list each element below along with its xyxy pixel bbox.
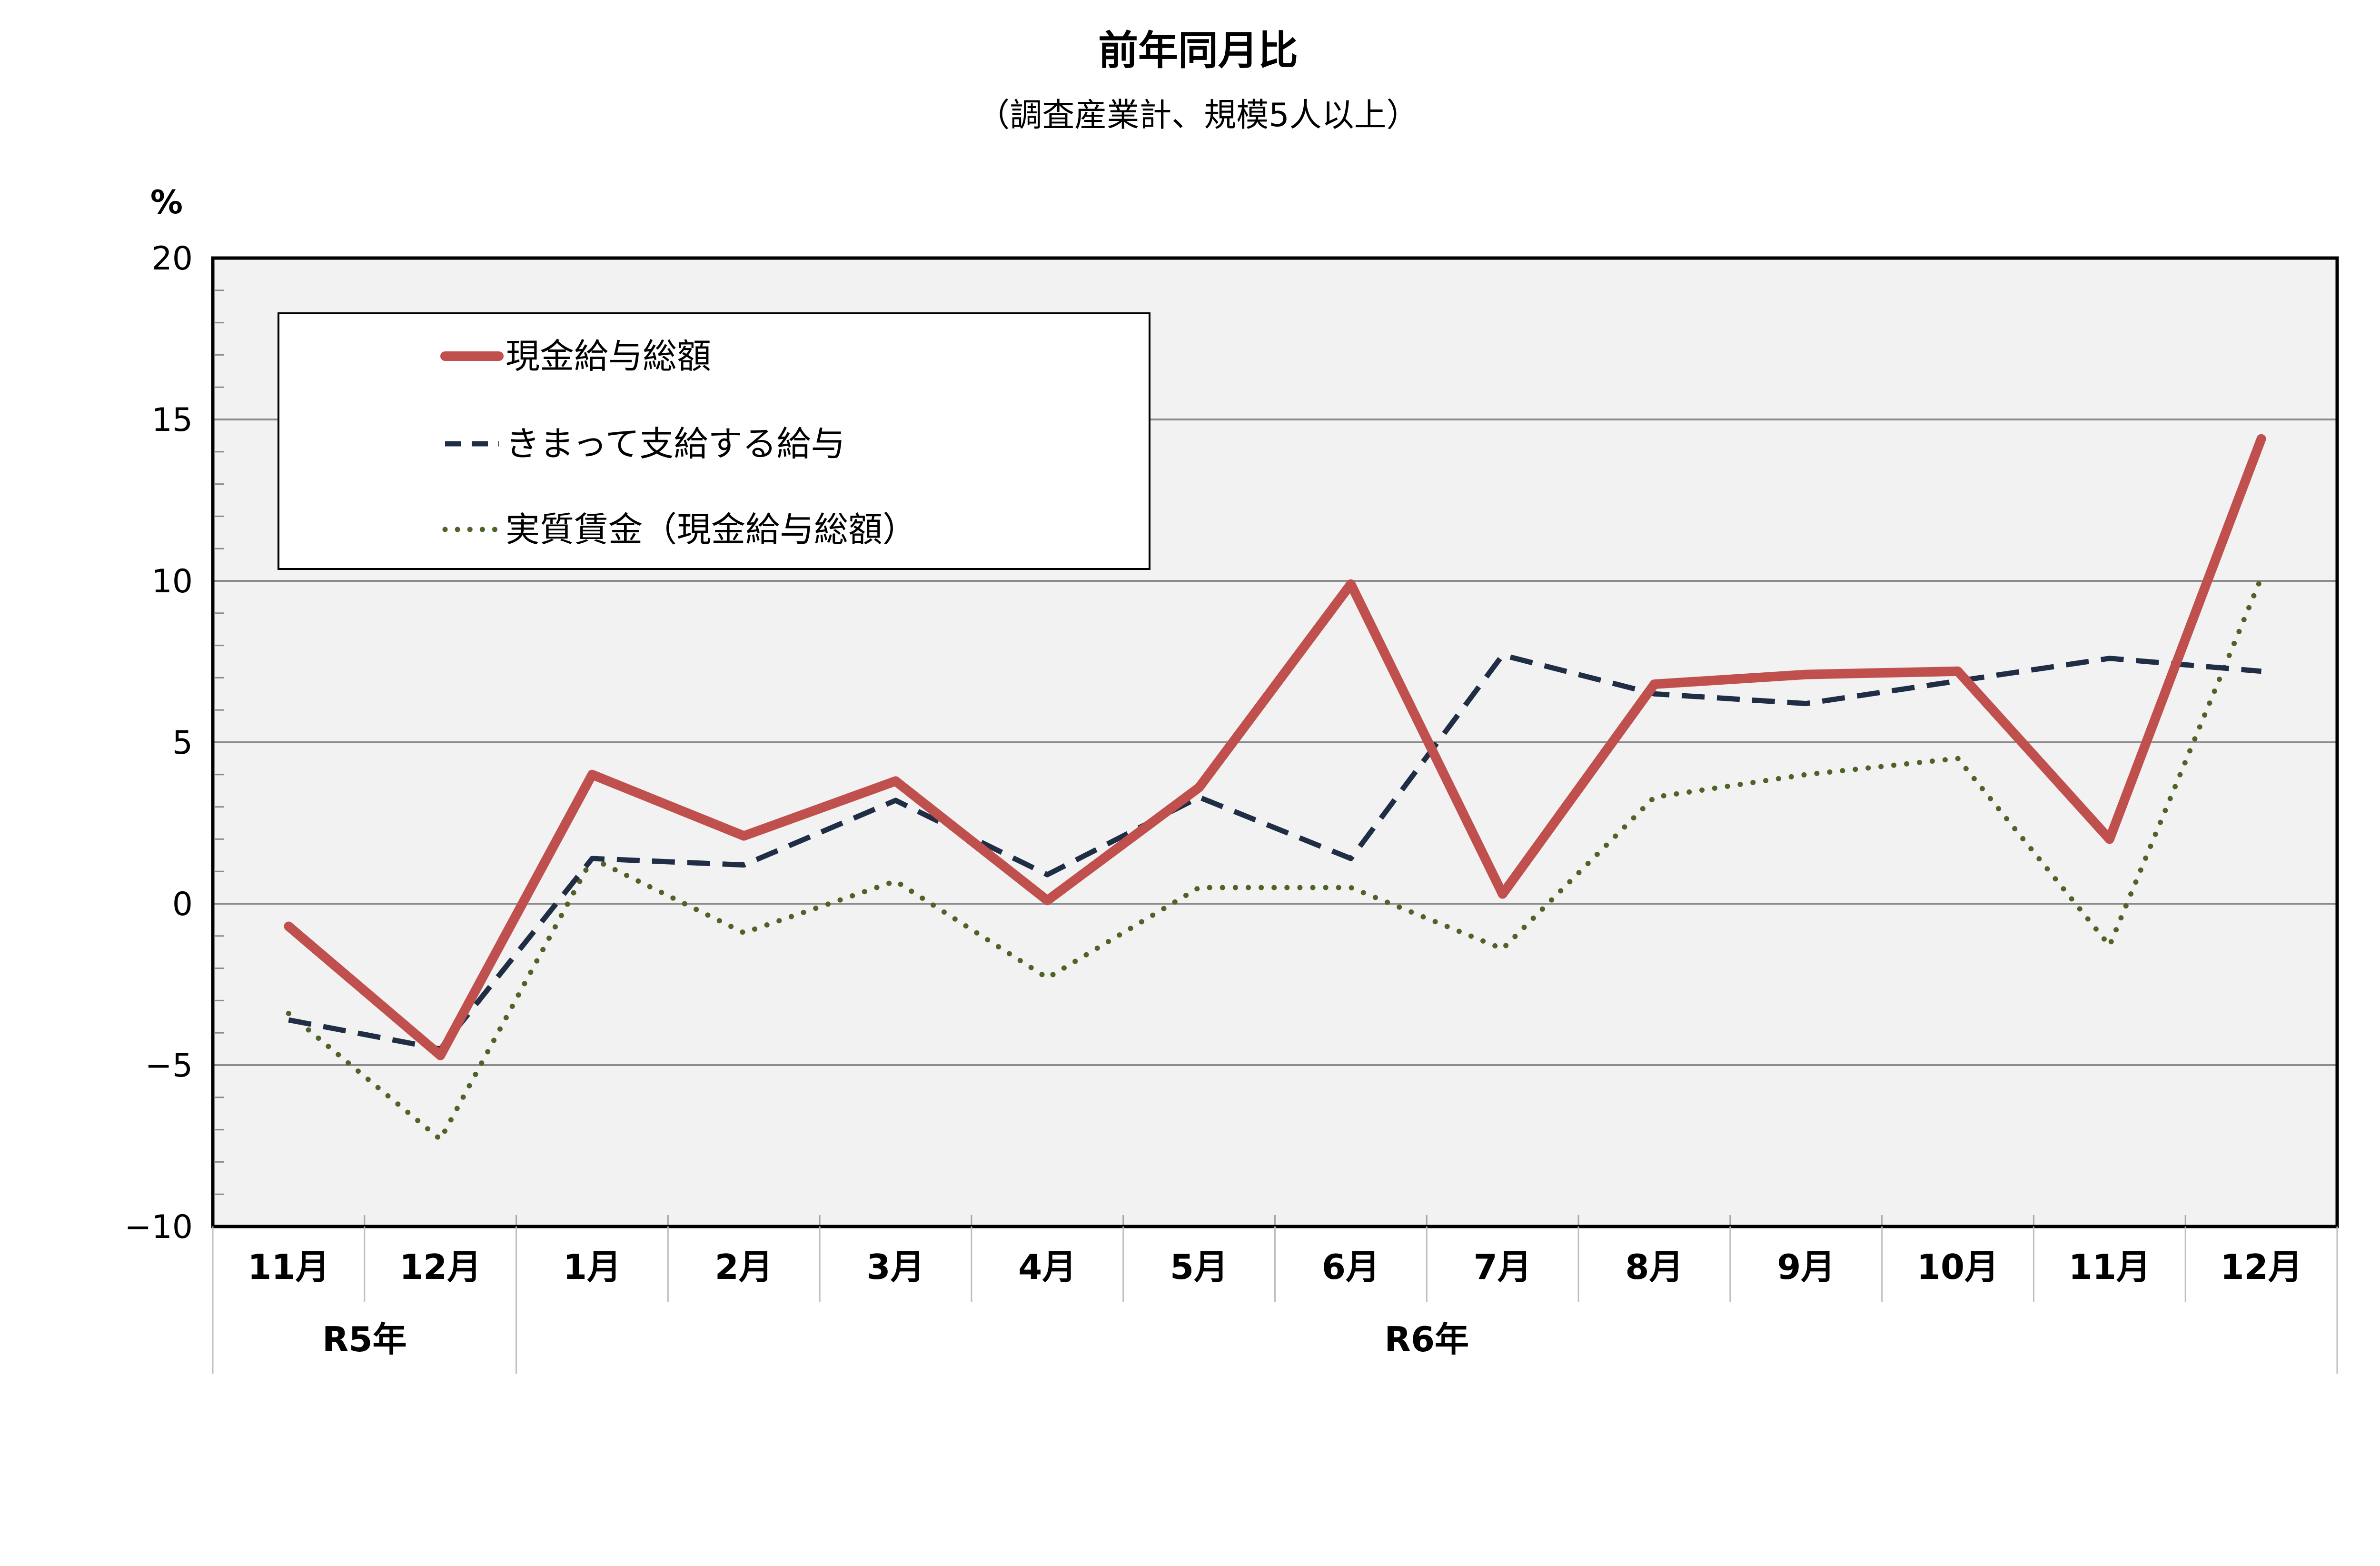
x-tick-label: 2月 xyxy=(715,1247,773,1287)
y-tick-label: 20 xyxy=(151,240,193,278)
y-tick-label: 0 xyxy=(172,886,193,923)
y-tick-label: −5 xyxy=(145,1047,193,1085)
x-tick-label: 11月 xyxy=(248,1247,329,1287)
x-tick-label: 9月 xyxy=(1777,1247,1835,1287)
legend xyxy=(278,312,1150,570)
x-tick-label: 12月 xyxy=(399,1247,481,1287)
y-tick-label: −10 xyxy=(124,1208,193,1246)
x-tick-label: 1月 xyxy=(563,1247,621,1287)
x-tick-label: 3月 xyxy=(866,1247,924,1287)
y-tick-label: 15 xyxy=(151,401,193,439)
series-line-1 xyxy=(288,652,2262,1052)
chart-subtitle: （調査産業計、規模5人以上） xyxy=(977,97,1418,134)
legend-label: 実質賃金（現金給与総額） xyxy=(506,509,917,549)
x-tick-label: 5月 xyxy=(1170,1247,1228,1287)
y-axis-unit: % xyxy=(150,184,183,221)
x-tick-label: 11月 xyxy=(2069,1247,2151,1287)
series-line-2 xyxy=(286,575,2264,1142)
x-tick-label: 7月 xyxy=(1474,1247,1532,1287)
year-group-label: R5年 xyxy=(322,1319,407,1359)
legend-label: きまって支給する給与 xyxy=(506,424,845,464)
legend-label: 現金給与総額 xyxy=(506,336,711,376)
year-group-label: R6年 xyxy=(1385,1319,1469,1359)
y-tick-label: 5 xyxy=(172,724,193,762)
x-tick-label: 10月 xyxy=(1917,1247,1999,1287)
x-tick-label: 4月 xyxy=(1018,1247,1076,1287)
x-tick-label: 12月 xyxy=(2221,1247,2302,1287)
x-tick-label: 6月 xyxy=(1322,1247,1380,1287)
x-tick-label: 8月 xyxy=(1625,1247,1683,1287)
series-line-0 xyxy=(284,434,2266,1060)
y-tick-label: 10 xyxy=(151,563,193,600)
chart-title: 前年同月比 xyxy=(1098,27,1298,74)
